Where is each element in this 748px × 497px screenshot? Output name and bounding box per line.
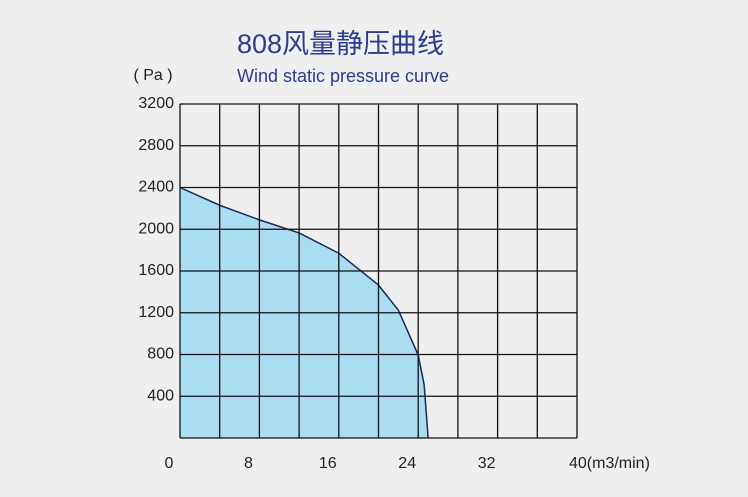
x-tick-label: 40(m3/min) (569, 455, 650, 472)
y-tick-label: 400 (147, 387, 174, 404)
x-tick-label: 24 (398, 455, 416, 472)
y-tick-label: 3200 (138, 95, 174, 112)
x-tick-label: 0 (165, 455, 174, 472)
chart-subtitle: Wind static pressure curve (237, 66, 449, 86)
y-tick-label: 1200 (138, 304, 174, 321)
area-line (179, 186, 429, 439)
chart-title: 808风量静压曲线 (237, 29, 444, 59)
y-tick-label: 2400 (138, 179, 174, 196)
y-tick-label: 800 (147, 346, 174, 363)
y-tick-label: 1600 (138, 262, 174, 279)
y-tick-label: 2800 (138, 137, 174, 154)
x-tick-label: 8 (244, 455, 253, 472)
x-tick-label: 16 (319, 455, 337, 472)
x-tick-label: 32 (478, 455, 496, 472)
y-axis-label: ( Pa ) (133, 67, 172, 84)
y-tick-label: 2000 (138, 220, 174, 237)
